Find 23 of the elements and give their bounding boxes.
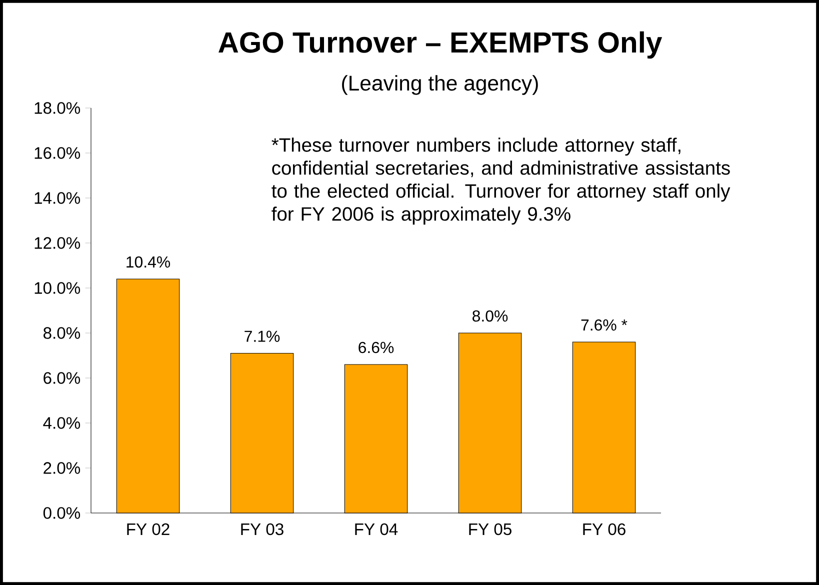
data-label: 7.6% * [581,319,628,331]
x-tick-label: FY 06 [583,523,626,536]
x-tick-label: FY 05 [469,523,512,536]
data-label: 10.4% [126,256,170,268]
annotation: *These turnover numbers include attorney staff, confidential secretaries, and administrative assistants to the elected official. Turnover for attorney staff only for FY 2006 is approximately 9.3% [272,138,730,225]
y-tick-label: 16.0% [34,147,80,159]
y-tick-label: 0.0% [43,507,80,519]
chart-title: AGO Turnover – EXEMPTS Only [218,31,662,59]
y-tick-label: 10.0% [34,282,80,294]
x-tick-label: FY 04 [355,523,398,536]
y-tick-label: 4.0% [43,417,80,429]
y-tick-label: 6.0% [44,372,80,384]
chart-subtitle: (Leaving the agency) [342,75,538,95]
y-tick-label: 14.0% [34,192,80,204]
y-tick-label: 18.0% [34,102,80,114]
y-tick-label: 8.0% [44,327,80,339]
data-label: 6.6% [358,342,394,354]
data-label: 7.1% [244,330,280,342]
y-tick-label: 12.0% [34,237,80,249]
x-tick-label: FY 02 [127,523,170,536]
y-tick-label: 2.0% [44,462,80,474]
data-label: 8.0% [472,310,508,322]
x-tick-label: FY 03 [241,523,284,536]
